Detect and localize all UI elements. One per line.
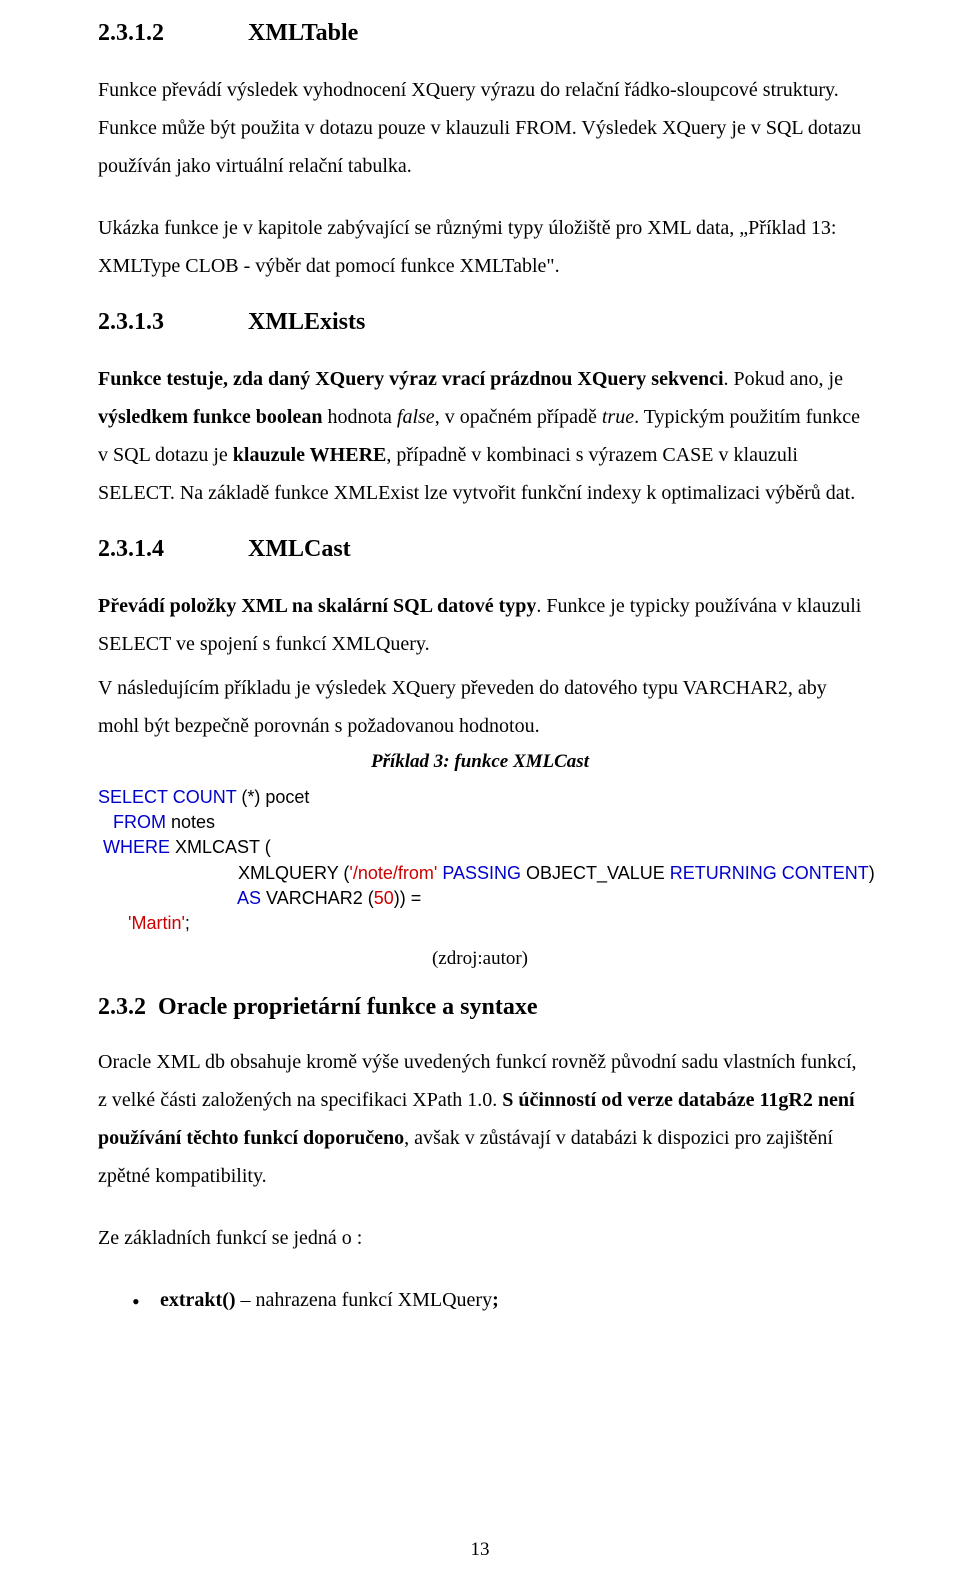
- code-text: ;: [185, 913, 190, 933]
- source-attribution: (zdroj:autor): [98, 948, 862, 970]
- code-text: XMLCAST (: [170, 837, 271, 857]
- heading-xmltable: 2.3.1.2XMLTable: [98, 20, 862, 47]
- text: V následujícím příkladu je výsledek XQue…: [98, 677, 827, 737]
- text: Ukázka funkce je v kapitole zabývající s…: [98, 217, 748, 239]
- code-text: ): [869, 863, 875, 883]
- text-bold: klauzule WHERE: [233, 444, 387, 466]
- heading-number: 2.3.1.3: [98, 309, 248, 336]
- heading-title: XMLCast: [248, 536, 351, 562]
- code-keyword: FROM: [98, 812, 166, 832]
- heading-xmlcast: 2.3.1.4XMLCast: [98, 536, 862, 563]
- list-item: extrakt() – nahrazena funkcí XMLQuery;: [132, 1281, 862, 1319]
- page-number: 13: [0, 1539, 960, 1561]
- example-caption: Příklad 3: funkce XMLCast: [98, 751, 862, 773]
- heading-title: XMLTable: [248, 20, 358, 46]
- text-italic: true: [602, 406, 634, 428]
- heading-number: 2.3.1.4: [98, 536, 248, 563]
- code-keyword: WHERE: [98, 837, 170, 857]
- text: hodnota: [322, 406, 396, 428]
- paragraph: Oracle XML db obsahuje kromě výše uveden…: [98, 1043, 862, 1195]
- heading-title: XMLExists: [248, 309, 365, 335]
- document-page: 2.3.1.2XMLTable Funkce převádí výsledek …: [0, 0, 960, 1583]
- code-text: )) =: [394, 888, 422, 908]
- code-text: notes: [166, 812, 215, 832]
- paragraph: Ukázka funkce je v kapitole zabývající s…: [98, 209, 862, 285]
- paragraph: Funkce převádí výsledek vyhodnocení XQue…: [98, 71, 862, 185]
- text-bold: ;: [492, 1289, 499, 1311]
- text: , v opačném případě: [435, 406, 602, 428]
- code-text: VARCHAR2 (: [261, 888, 374, 908]
- code-keyword: AS: [98, 888, 261, 908]
- heading-title: Oracle proprietární funkce a syntaxe: [158, 994, 538, 1020]
- text: . Pokud ano, je: [724, 368, 843, 390]
- code-keyword: RETURNING CONTENT: [670, 863, 869, 883]
- code-literal: 50: [374, 888, 394, 908]
- paragraph: Ze základních funkcí se jedná o :: [98, 1219, 862, 1257]
- paragraph: Převádí položky XML na skalární SQL dato…: [98, 587, 862, 663]
- heading-oracle-proprietary: 2.3.2 Oracle proprietární funkce a synta…: [98, 994, 862, 1021]
- code-text: OBJECT_VALUE: [521, 863, 670, 883]
- code-text: XMLQUERY (: [98, 863, 349, 883]
- heading-number: 2.3.2: [98, 994, 146, 1020]
- text-bold: výsledkem funkce boolean: [98, 406, 322, 428]
- code-keyword: SELECT COUNT: [98, 787, 236, 807]
- code-keyword: PASSING: [437, 863, 521, 883]
- text: Ze základních funkcí se jedná o :: [98, 1227, 362, 1249]
- code-literal: 'Martin': [128, 913, 185, 933]
- paragraph: V následujícím příkladu je výsledek XQue…: [98, 669, 862, 745]
- text-bold: Funkce testuje, zda daný XQuery výraz vr…: [98, 368, 724, 390]
- paragraph: Funkce testuje, zda daný XQuery výraz vr…: [98, 360, 862, 512]
- text-bold: Převádí položky XML na skalární SQL dato…: [98, 595, 536, 617]
- text: ".: [546, 255, 559, 277]
- code-block: SELECT COUNT (*) pocet FROM notes WHERE …: [98, 785, 862, 936]
- text: – nahrazena funkcí XMLQuery: [236, 1289, 493, 1311]
- text: Funkce převádí výsledek vyhodnocení XQue…: [98, 79, 861, 177]
- bullet-list: extrakt() – nahrazena funkcí XMLQuery;: [132, 1281, 862, 1319]
- heading-number: 2.3.1.2: [98, 20, 248, 47]
- code-literal: '/note/from': [349, 863, 437, 883]
- code-text: [98, 913, 128, 933]
- code-text: (*) pocet: [236, 787, 309, 807]
- text-italic: false: [397, 406, 435, 428]
- heading-xmlexists: 2.3.1.3XMLExists: [98, 309, 862, 336]
- text-bold: extrakt(): [160, 1289, 236, 1311]
